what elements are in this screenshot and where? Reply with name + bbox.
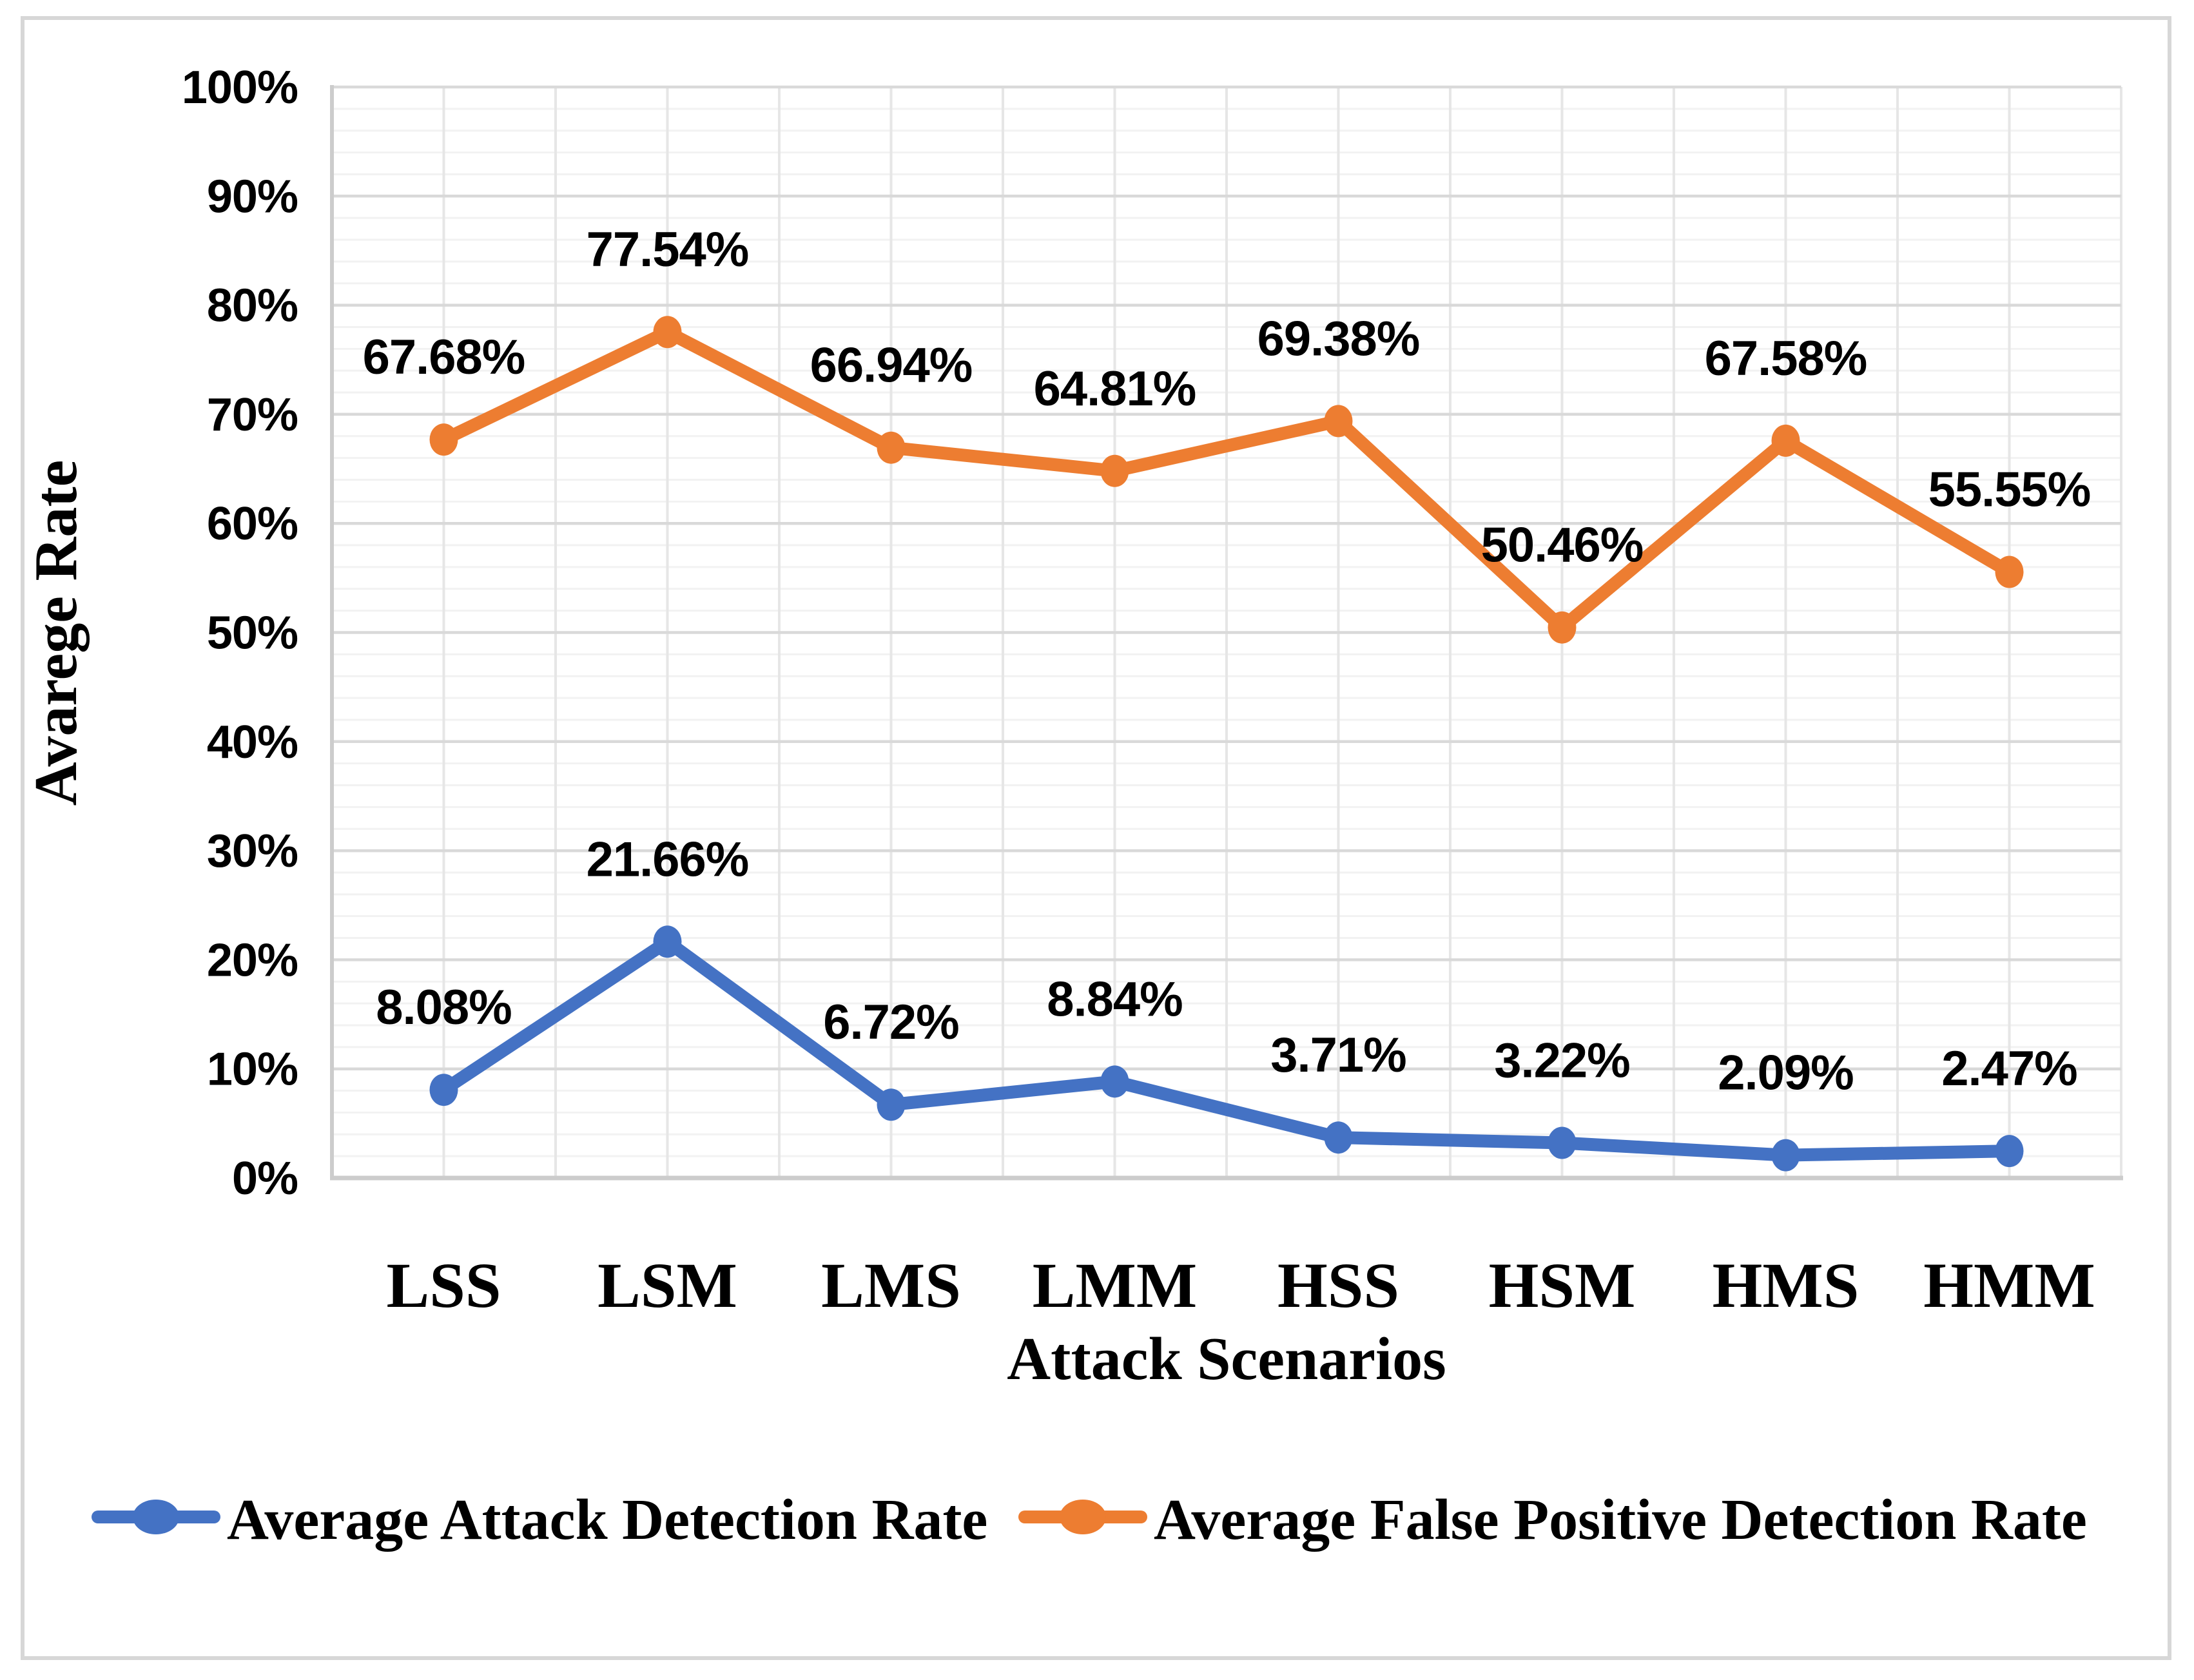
y-axis-tick-labels: 0% 10% 20% 30% 40% 50% 60% 70% 80% 90% 100% (182, 62, 298, 1204)
data-label: 6.72% (823, 995, 959, 1050)
major-gridlines (332, 85, 2121, 1070)
y-tick-label: 100% (182, 62, 298, 113)
x-category-label: LSM (597, 1250, 737, 1321)
y-tick-label: 40% (207, 717, 298, 768)
x-category-label: HSS (1277, 1250, 1399, 1321)
y-axis-title: Avarege Rate (23, 460, 90, 806)
y-tick-label: 60% (207, 498, 298, 550)
data-point-marker (1324, 405, 1353, 438)
data-point-marker (1995, 555, 2024, 588)
data-point-marker (1324, 1121, 1353, 1154)
data-label: 67.58% (1705, 331, 1867, 386)
y-tick-label: 10% (207, 1044, 298, 1096)
x-category-label: LMM (1033, 1250, 1197, 1321)
x-category-label: HMS (1713, 1250, 1859, 1321)
y-tick-label: 50% (207, 608, 298, 659)
data-point-marker (1548, 611, 1577, 644)
data-point-marker (1771, 424, 1800, 457)
data-point-marker (877, 1088, 906, 1121)
data-label: 2.47% (1941, 1041, 2077, 1096)
data-label: 3.22% (1494, 1033, 1630, 1088)
x-category-label: LSS (387, 1250, 501, 1321)
data-label: 64.81% (1034, 362, 1196, 416)
y-tick-label: 90% (207, 171, 298, 222)
data-point-marker (1771, 1139, 1800, 1172)
y-tick-label: 30% (207, 826, 298, 877)
data-point-marker (1548, 1126, 1577, 1159)
data-point-marker (653, 925, 682, 958)
data-label: 67.68% (363, 330, 525, 385)
data-label: 77.54% (587, 222, 749, 277)
x-category-label: HMM (1923, 1250, 2095, 1321)
data-point-marker (1100, 1065, 1129, 1098)
data-label: 21.66% (587, 832, 749, 887)
legend-label-false-positive: Average False Positive Detection Rate (1154, 1488, 2087, 1552)
data-point-marker (429, 1074, 458, 1106)
axis-lines (330, 85, 2123, 1181)
legend-item-attack-detection: Average Attack Detection Rate (92, 1488, 987, 1552)
legend: Average Attack Detection Rate Average Fa… (92, 1488, 2087, 1552)
data-labels: 8.08% 21.66% 6.72% 8.84% 3.71% 3.22% 2.09% 2.47… (363, 222, 2092, 1101)
data-label: 50.46% (1481, 518, 1644, 573)
legend-item-false-positive: Average False Positive Detection Rate (1018, 1488, 2087, 1552)
data-label: 69.38% (1257, 311, 1420, 366)
x-category-label: HSM (1489, 1250, 1636, 1321)
series-line-1 (437, 325, 2016, 634)
data-label: 2.09% (1718, 1046, 1854, 1101)
data-label: 8.84% (1047, 972, 1183, 1027)
data-point-marker (1995, 1135, 2024, 1168)
data-point-marker (877, 431, 906, 464)
series-line-0 (437, 935, 2016, 1162)
legend-marker-blue-icon (133, 1500, 179, 1534)
legend-label-attack-detection: Average Attack Detection Rate (227, 1488, 987, 1552)
data-label: 8.08% (376, 980, 512, 1035)
y-tick-label: 70% (207, 389, 298, 441)
data-label: 3.71% (1270, 1028, 1406, 1083)
x-axis-title: Attack Scenarios (1007, 1326, 1446, 1393)
y-tick-label: 0% (232, 1153, 298, 1204)
x-category-label: LMS (821, 1250, 961, 1321)
data-point-marker (653, 316, 682, 349)
data-point-marker (1100, 454, 1129, 487)
legend-marker-orange-icon (1060, 1500, 1106, 1534)
data-label: 66.94% (810, 338, 973, 393)
series-lines (437, 325, 2016, 1162)
chart-frame (21, 16, 2171, 1660)
data-label: 55.55% (1928, 463, 2091, 517)
x-axis-category-labels: LSS LSM LMS LMM HSS HSM HMS HMM (387, 1250, 2095, 1321)
data-point-markers (429, 316, 2024, 1172)
y-tick-label: 20% (207, 934, 298, 986)
data-point-marker (429, 423, 458, 456)
y-tick-label: 80% (207, 280, 298, 332)
